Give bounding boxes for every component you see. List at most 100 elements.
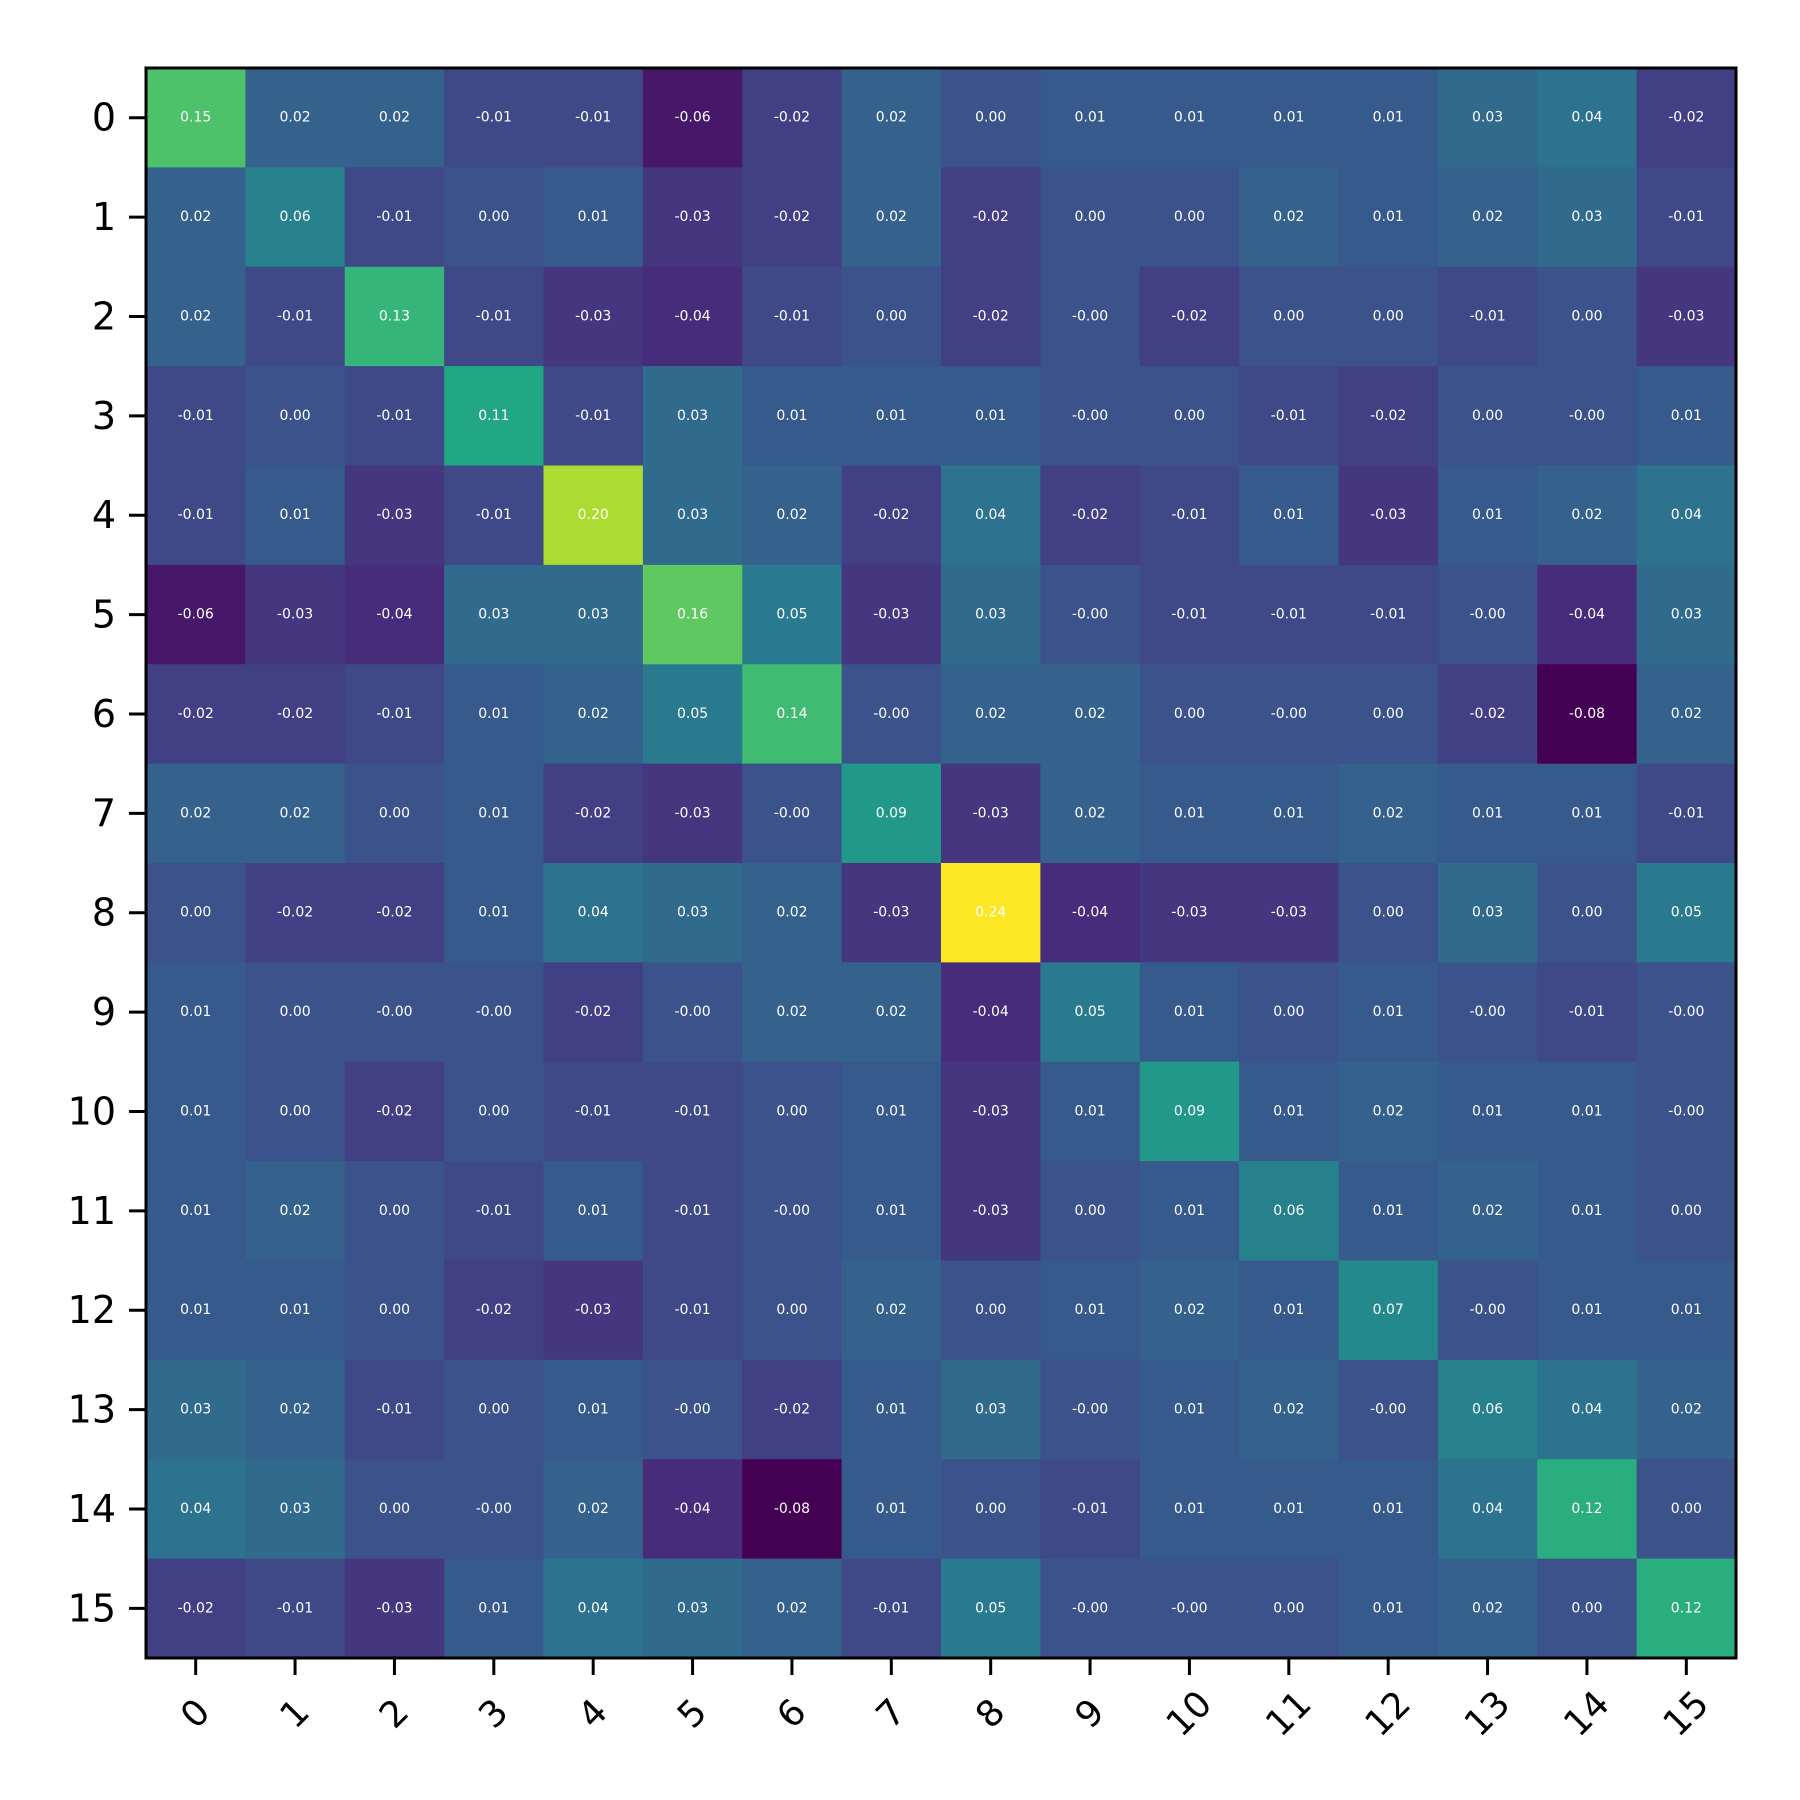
- cell-value-label-r12-c4: -0.03: [575, 1302, 611, 1318]
- cell-value-label-r0-c6: -0.02: [774, 110, 810, 126]
- cell-value-label-r7-c8: -0.03: [973, 805, 1009, 821]
- cell-value-label-r11-c6: -0.00: [774, 1203, 810, 1219]
- cell-value-label-r10-c9: 0.01: [1074, 1103, 1105, 1119]
- heatmap-cell-r0-c8: [941, 68, 1041, 168]
- y-tick-label-10: 10: [68, 1089, 116, 1133]
- heatmap-cell-r3-c2: [344, 366, 445, 467]
- heatmap-cell-r3-c3: [444, 366, 545, 467]
- cell-value-label-r10-c7: 0.01: [876, 1103, 907, 1119]
- y-tick-label-12: 12: [68, 1288, 116, 1332]
- cell-value-label-r5-c10: -0.01: [1171, 607, 1207, 623]
- cell-value-label-r5-c1: -0.03: [277, 607, 313, 623]
- cell-value-label-r12-c7: 0.02: [876, 1302, 907, 1318]
- cell-value-label-r1-c15: -0.01: [1668, 209, 1704, 225]
- cell-value-label-r6-c0: -0.02: [178, 706, 214, 722]
- y-tick-label-11: 11: [68, 1189, 116, 1233]
- heatmap-cell-r15-c11: [1239, 1558, 1340, 1659]
- cell-value-label-r4-c2: -0.03: [376, 507, 412, 523]
- heatmap-cell-r8-c6: [742, 863, 843, 963]
- cell-value-label-r1-c10: 0.00: [1174, 209, 1205, 225]
- heatmap-cell-r9-c9: [1040, 962, 1141, 1063]
- heatmap-cell-r5-c14: [1537, 564, 1638, 665]
- heatmap-cell-r8-c7: [841, 863, 942, 963]
- cell-value-label-r8-c10: -0.03: [1171, 905, 1207, 921]
- cell-value-label-r12-c0: 0.01: [180, 1302, 211, 1318]
- heatmap-cell-r5-c3: [444, 564, 545, 665]
- heatmap-cell-r14-c6: [742, 1459, 843, 1560]
- heatmap-cell-r1-c6: [742, 167, 843, 268]
- heatmap-cell-r11-c14: [1537, 1161, 1638, 1262]
- cell-value-label-r12-c9: 0.01: [1074, 1302, 1105, 1318]
- cell-value-label-r6-c3: 0.01: [478, 706, 509, 722]
- heatmap-cell-r5-c4: [543, 564, 644, 665]
- heatmap-cell-r1-c3: [444, 167, 545, 268]
- heatmap-cell-r14-c9: [1040, 1459, 1141, 1560]
- heatmap-cell-r15-c3: [444, 1558, 545, 1659]
- cell-value-label-r12-c5: -0.01: [674, 1302, 710, 1318]
- heatmap-cell-r6-c0: [146, 664, 246, 765]
- cell-value-label-r11-c5: -0.01: [674, 1203, 710, 1219]
- cell-value-label-r8-c5: 0.03: [677, 905, 708, 921]
- heatmap-cell-r10-c0: [146, 1061, 246, 1162]
- heatmap-cell-r14-c4: [543, 1459, 644, 1560]
- heatmap-cell-r10-c14: [1537, 1061, 1638, 1162]
- heatmap-cell-r7-c6: [742, 763, 843, 864]
- heatmap-cell-r10-c2: [344, 1061, 445, 1162]
- cell-value-label-r1-c14: 0.03: [1571, 209, 1602, 225]
- cell-value-label-r4-c5: 0.03: [677, 507, 708, 523]
- heatmap-cell-r11-c10: [1139, 1161, 1240, 1262]
- heatmap-cell-r7-c0: [146, 763, 246, 864]
- cell-value-label-r12-c1: 0.01: [279, 1302, 310, 1318]
- heatmap-cell-r9-c15: [1636, 962, 1737, 1063]
- heatmap-cell-r13-c10: [1139, 1359, 1240, 1460]
- heatmap-cell-r4-c4: [543, 465, 644, 566]
- cell-value-label-r1-c5: -0.03: [674, 209, 710, 225]
- cell-value-label-r10-c3: 0.00: [478, 1103, 509, 1119]
- heatmap-cell-r15-c8: [941, 1558, 1041, 1659]
- heatmap-cell-r3-c12: [1338, 366, 1439, 467]
- heatmap-cell-r1-c8: [941, 167, 1041, 268]
- cell-value-label-r13-c9: -0.00: [1072, 1402, 1108, 1418]
- heatmap-cell-r13-c13: [1437, 1359, 1538, 1460]
- heatmap-cell-r1-c15: [1636, 167, 1737, 268]
- heatmap-cell-r11-c4: [543, 1161, 644, 1262]
- heatmap-cell-r12-c9: [1040, 1260, 1141, 1361]
- y-tick-label-15: 15: [68, 1586, 116, 1630]
- cell-value-label-r7-c1: 0.02: [279, 805, 310, 821]
- heatmap-cell-r11-c0: [146, 1161, 246, 1262]
- heatmap-cell-r6-c13: [1437, 664, 1538, 765]
- cell-value-label-r2-c9: -0.00: [1072, 308, 1108, 324]
- y-tick-label-13: 13: [68, 1388, 116, 1432]
- heatmap-cell-r10-c6: [742, 1061, 843, 1162]
- heatmap-cell-r0-c9: [1040, 68, 1141, 168]
- cell-value-label-r0-c4: -0.01: [575, 110, 611, 126]
- cell-value-label-r12-c8: 0.00: [975, 1302, 1006, 1318]
- heatmap-cell-r11-c1: [245, 1161, 346, 1262]
- cell-value-label-r2-c15: -0.03: [1668, 308, 1704, 324]
- cell-value-label-r5-c4: 0.03: [578, 607, 609, 623]
- cell-value-label-r9-c15: -0.00: [1668, 1004, 1704, 1020]
- heatmap-cell-r10-c4: [543, 1061, 644, 1162]
- cell-value-label-r13-c1: 0.02: [279, 1402, 310, 1418]
- cell-value-label-r11-c4: 0.01: [578, 1203, 609, 1219]
- cell-value-label-r3-c6: 0.01: [776, 408, 807, 424]
- cell-value-label-r1-c2: -0.01: [376, 209, 412, 225]
- heatmap-cell-r13-c11: [1239, 1359, 1340, 1460]
- cell-value-label-r0-c13: 0.03: [1472, 110, 1503, 126]
- heatmap-cell-r8-c0: [146, 863, 246, 963]
- heatmap-cell-r12-c11: [1239, 1260, 1340, 1361]
- heatmap-cell-r6-c10: [1139, 664, 1240, 765]
- cell-value-label-r2-c10: -0.02: [1171, 308, 1207, 324]
- cell-value-label-r4-c11: 0.01: [1273, 507, 1304, 523]
- heatmap-cell-r11-c8: [941, 1161, 1041, 1262]
- cell-value-label-r8-c6: 0.02: [776, 905, 807, 921]
- cell-value-label-r15-c4: 0.04: [578, 1600, 609, 1616]
- cell-value-label-r12-c12: 0.07: [1373, 1302, 1404, 1318]
- heatmap-cell-r2-c15: [1636, 266, 1737, 367]
- heatmap-cell-r1-c2: [344, 167, 445, 268]
- heatmap-cell-r9-c5: [642, 962, 743, 1063]
- heatmap-cell-r11-c13: [1437, 1161, 1538, 1262]
- y-tick-label-7: 7: [92, 791, 116, 835]
- heatmap-cell-r10-c1: [245, 1061, 346, 1162]
